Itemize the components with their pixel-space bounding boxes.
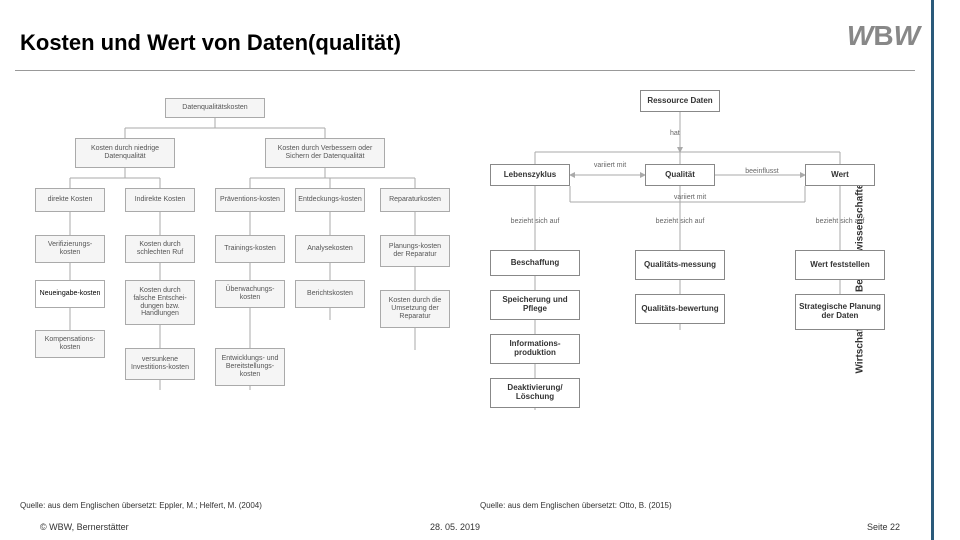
rt-l1-3: Wert [805,164,875,186]
lt-l2-2: Indirekte Kosten [125,188,195,212]
page-title: Kosten und Wert von Daten(qualität) [20,30,401,56]
lt-c3-3: Entwicklungs- und Bereitstellungs-kosten [215,348,285,386]
rt-e13: variiert mit [660,194,720,201]
footer-date: 28. 05. 2019 [430,522,480,532]
rt-l1-1: Lebenszyklus [490,164,570,186]
lt-c3-1: Trainings-kosten [215,235,285,263]
lt-l2-3: Präventions-kosten [215,188,285,212]
lt-c2-1: Kosten durch schlechten Ruf [125,235,195,263]
rt-c2-1: Qualitäts-messung [635,250,725,280]
right-accent-bar [931,0,934,540]
footer-page: Seite 22 [867,522,900,532]
lt-l2-5: Reparaturkosten [380,188,450,212]
lt-c2-3: versunkene Investitions-kosten [125,348,195,380]
logo-b: B [873,20,893,51]
lt-c1-3: Kompensations-kosten [35,330,105,358]
lt-c3-2: Überwachungs-kosten [215,280,285,308]
rt-root: Ressource Daten [640,90,720,112]
logo-w2: W [894,20,920,51]
header-divider [15,70,915,71]
rt-c2-2: Qualitäts-bewertung [635,294,725,324]
rt-c3-1: Wert feststellen [795,250,885,280]
rt-b2: bezieht sich auf [655,218,705,225]
lt-root: Datenqualitätskosten [165,98,265,118]
source-left: Quelle: aus dem Englischen übersetzt: Ep… [20,501,262,510]
lt-c5-1: Planungs-kosten der Reparatur [380,235,450,267]
rt-b1: bezieht sich auf [510,218,560,225]
lt-c5-2: Kosten durch die Umsetzung der Reparatur [380,290,450,328]
left-diagram: Datenqualitätskosten Kosten durch niedri… [15,90,465,470]
lt-l2-4: Entdeckungs-kosten [295,188,365,212]
wbw-logo: WBW [847,20,920,52]
source-right: Quelle: aus dem Englischen übersetzt: Ot… [480,501,672,510]
rt-e12: variiert mit [585,162,635,169]
lt-l2-1: direkte Kosten [35,188,105,212]
lt-c1-2: Neueingabe-kosten [35,280,105,308]
right-diagram: Ressource Daten hat Lebenszyklus Qualitä… [470,90,930,470]
footer-copyright: © WBW, Bernerstätter [40,522,129,532]
rt-c1-2: Speicherung und Pflege [490,290,580,320]
rt-c1-3: Informations-produktion [490,334,580,364]
rt-b3: bezieht sich auf [815,218,865,225]
lt-c4-2: Berichtskosten [295,280,365,308]
rt-c1-4: Deaktivierung/ Löschung [490,378,580,408]
rt-c3-2: Strategische Planung der Daten [795,294,885,330]
rt-hat: hat [670,130,680,137]
lt-c4-1: Analysekosten [295,235,365,263]
right-tree-lines [470,90,930,470]
rt-e23: beeinflusst [732,168,792,175]
lt-c1-1: Verifizierungs-kosten [35,235,105,263]
logo-w1: W [847,20,873,51]
rt-l1-2: Qualität [645,164,715,186]
lt-l1a: Kosten durch niedrige Datenqualität [75,138,175,168]
lt-l1b: Kosten durch Verbessern oder Sichern der… [265,138,385,168]
lt-c2-2: Kosten durch falsche Entschei-dungen bzw… [125,280,195,325]
rt-c1-1: Beschaffung [490,250,580,276]
